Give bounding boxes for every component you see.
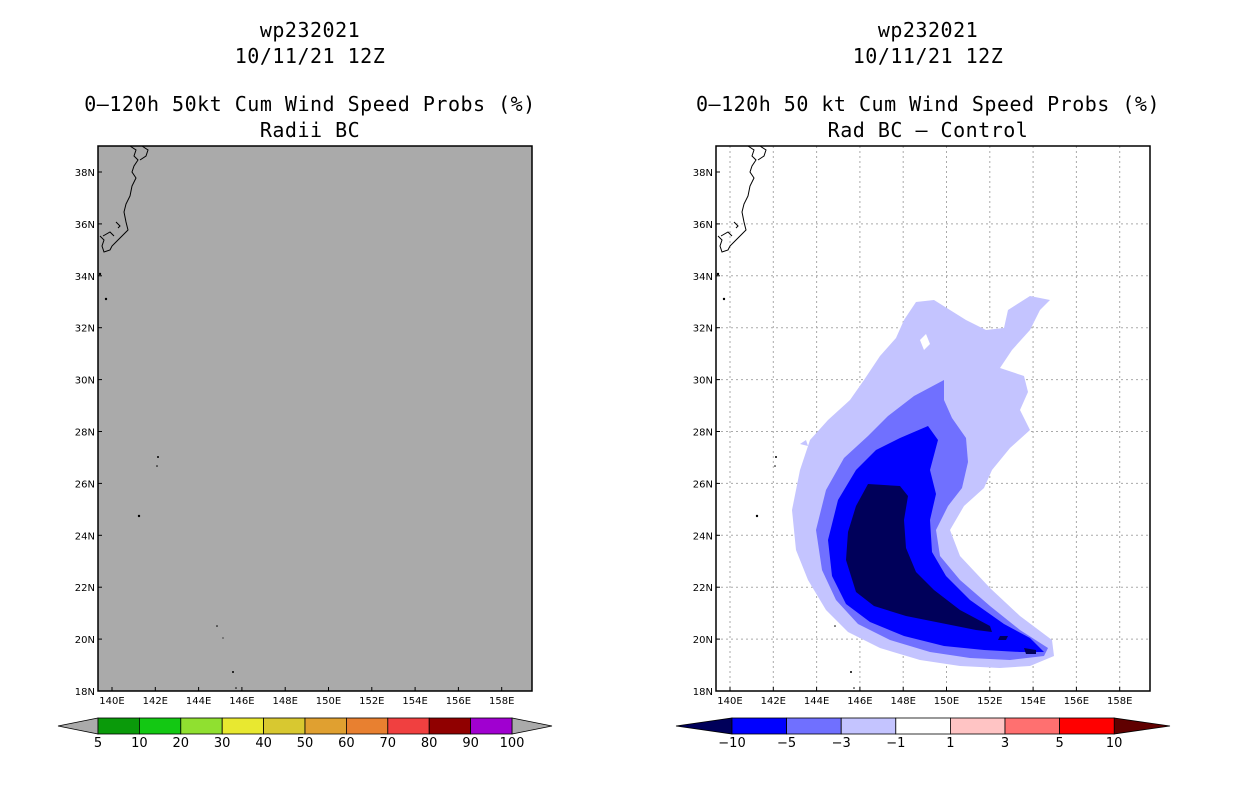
right-lat-label: 28N <box>693 428 713 439</box>
left-colorbar-label: 80 <box>420 736 438 751</box>
left-lon-label: 154E <box>402 696 427 707</box>
right-lon-label: 150E <box>934 696 959 707</box>
right-panel-title: wp232021 10/11/21 12Z 0–120h 50 kt Cum W… <box>678 18 1178 142</box>
right-lon-label: 156E <box>1064 696 1089 707</box>
right-colorbar-label: 10 <box>1105 736 1123 751</box>
right-colorbar-label: −3 <box>831 736 851 751</box>
right-product-title: 0–120h 50 kt Cum Wind Speed Probs (%) <box>695 92 1161 116</box>
right-subtitle: Rad BC – Control <box>827 118 1029 142</box>
right-ticks <box>716 171 1121 692</box>
left-lat-label: 18N <box>75 687 95 698</box>
right-lon-label: 144E <box>804 696 829 707</box>
left-lat-label: 38N <box>75 168 95 179</box>
left-lat-label: 36N <box>75 220 95 231</box>
right-lat-label: 18N <box>693 687 713 698</box>
left-colorbar-label: 30 <box>213 736 231 751</box>
left-lon-label: 142E <box>143 696 168 707</box>
left-lon-label: 148E <box>272 696 297 707</box>
right-storm-id: wp232021 <box>877 18 979 42</box>
right-lat-label: 34N <box>693 272 713 283</box>
left-colorbar-label: 70 <box>379 736 397 751</box>
right-colorbar-label: 5 <box>1055 736 1064 751</box>
right-lat-label: 30N <box>693 376 713 387</box>
right-colorbar-label: −10 <box>718 736 746 751</box>
left-colorbar-label: 40 <box>255 736 272 751</box>
right-colorbar-label: 3 <box>1000 736 1010 751</box>
right-lat-label: 26N <box>693 479 713 490</box>
left-ticks <box>98 171 503 692</box>
right-small-blobs <box>800 390 970 446</box>
left-islands <box>98 272 237 689</box>
left-panel-title: wp232021 10/11/21 12Z 0–120h 50kt Cum Wi… <box>60 18 560 142</box>
right-lon-label: 146E <box>847 696 872 707</box>
right-lon-label: 158E <box>1107 696 1132 707</box>
left-colorbar-label: 50 <box>296 736 314 751</box>
left-lon-labels: 140E 142E 144E 146E 148E 150E 152E 154E 156E 158E <box>99 696 514 707</box>
contour-minus10 <box>846 484 992 632</box>
left-lon-label: 146E <box>229 696 254 707</box>
left-colorbar-label: 20 <box>172 736 190 751</box>
right-lat-label: 32N <box>693 324 713 335</box>
left-colorbar-label: 100 <box>499 736 525 751</box>
right-lat-label: 36N <box>693 220 713 231</box>
left-lat-label: 26N <box>75 479 95 490</box>
left-lat-label: 34N <box>75 272 95 283</box>
left-lon-label: 144E <box>186 696 211 707</box>
left-lon-label: 152E <box>359 696 384 707</box>
left-subtitle: Radii BC <box>259 118 361 142</box>
left-lon-label: 140E <box>99 696 124 707</box>
left-lon-label: 158E <box>489 696 514 707</box>
right-colorbar-label: 1 <box>946 736 955 751</box>
left-date: 10/11/21 12Z <box>234 44 386 68</box>
right-date: 10/11/21 12Z <box>852 44 1004 68</box>
right-map-frame <box>715 145 1151 692</box>
left-lat-label: 24N <box>75 531 95 542</box>
left-colorbar-label: 5 <box>93 736 103 751</box>
left-lat-labels: 38N 36N 34N 32N 30N 28N 26N 24N 22N 20N 18N <box>75 168 95 698</box>
contour-minus10-dot <box>998 636 1008 640</box>
contour-minus10-tip <box>1024 648 1036 654</box>
right-lon-label: 140E <box>717 696 742 707</box>
right-lat-label: 24N <box>693 531 713 542</box>
right-islands <box>716 272 855 689</box>
left-coastline <box>99 145 149 253</box>
left-colorbar-label: 60 <box>338 736 355 751</box>
left-product-title: 0–120h 50kt Cum Wind Speed Probs (%) <box>84 92 536 116</box>
left-lat-label: 22N <box>75 583 95 594</box>
right-lat-label: 20N <box>693 635 713 646</box>
left-storm-id: wp232021 <box>259 18 361 42</box>
left-lon-label: 150E <box>316 696 341 707</box>
right-coastline <box>717 145 767 253</box>
right-colorbar-label: −5 <box>777 736 797 751</box>
left-map-fill <box>97 145 533 692</box>
left-lat-label: 20N <box>75 635 95 646</box>
left-colorbar-label: 10 <box>131 736 148 751</box>
right-lon-label: 152E <box>977 696 1002 707</box>
left-lon-label: 156E <box>446 696 471 707</box>
right-lat-label: 38N <box>693 168 713 179</box>
right-holes <box>920 334 930 350</box>
right-colorbar-label: −1 <box>886 736 906 751</box>
left-colorbar-label: 90 <box>462 736 479 751</box>
right-lon-labels: 140E 142E 144E 146E 148E 150E 152E 154E 156E 158E <box>717 696 1132 707</box>
right-lat-labels: 38N 36N 34N 32N 30N 28N 26N 24N 22N 20N 18N <box>693 168 713 698</box>
right-lon-label: 148E <box>890 696 915 707</box>
right-lat-label: 22N <box>693 583 713 594</box>
left-lat-label: 32N <box>75 324 95 335</box>
left-lat-label: 28N <box>75 428 95 439</box>
left-lat-label: 30N <box>75 376 95 387</box>
right-lon-label: 142E <box>761 696 786 707</box>
right-lon-label: 154E <box>1020 696 1045 707</box>
